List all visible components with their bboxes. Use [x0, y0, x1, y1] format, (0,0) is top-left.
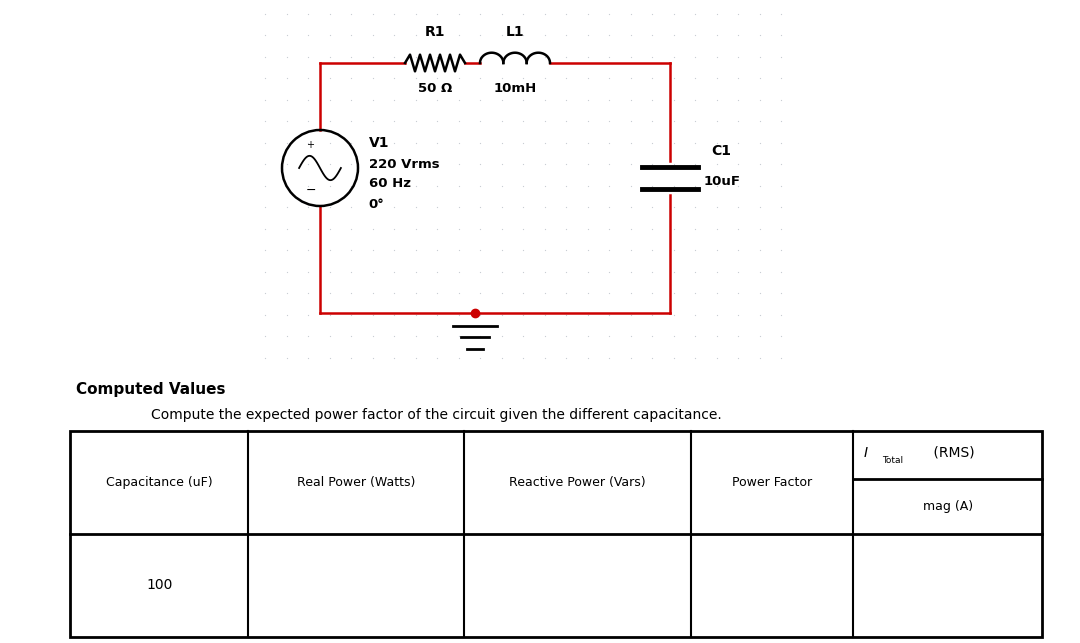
- Text: (RMS): (RMS): [929, 446, 974, 460]
- Bar: [70, 431, 1042, 637]
- Text: Reactive Power (Vars): Reactive Power (Vars): [510, 476, 646, 489]
- Text: 10uF: 10uF: [703, 175, 741, 188]
- Text: mag (A): mag (A): [922, 500, 973, 513]
- Text: Real Power (Watts): Real Power (Watts): [297, 476, 416, 489]
- Text: Compute the expected power factor of the circuit given the different capacitance: Compute the expected power factor of the…: [151, 408, 721, 422]
- Text: Computed Values: Computed Values: [76, 381, 225, 397]
- Text: V1: V1: [368, 136, 389, 150]
- Text: I: I: [864, 446, 868, 460]
- Text: C1: C1: [711, 144, 731, 158]
- Text: 100: 100: [146, 578, 173, 592]
- Text: 0°: 0°: [368, 197, 384, 211]
- Text: Capacitance (uF): Capacitance (uF): [106, 476, 213, 489]
- Text: +: +: [307, 140, 314, 150]
- Text: −: −: [306, 185, 315, 197]
- Text: 10mH: 10mH: [494, 82, 537, 95]
- Text: 60 Hz: 60 Hz: [368, 177, 410, 190]
- Text: 50 Ω: 50 Ω: [418, 82, 453, 95]
- Text: Total: Total: [882, 456, 904, 464]
- Text: L1: L1: [505, 24, 524, 39]
- Text: R1: R1: [424, 24, 445, 39]
- Text: Power Factor: Power Factor: [732, 476, 812, 489]
- Text: 220 Vrms: 220 Vrms: [368, 158, 440, 170]
